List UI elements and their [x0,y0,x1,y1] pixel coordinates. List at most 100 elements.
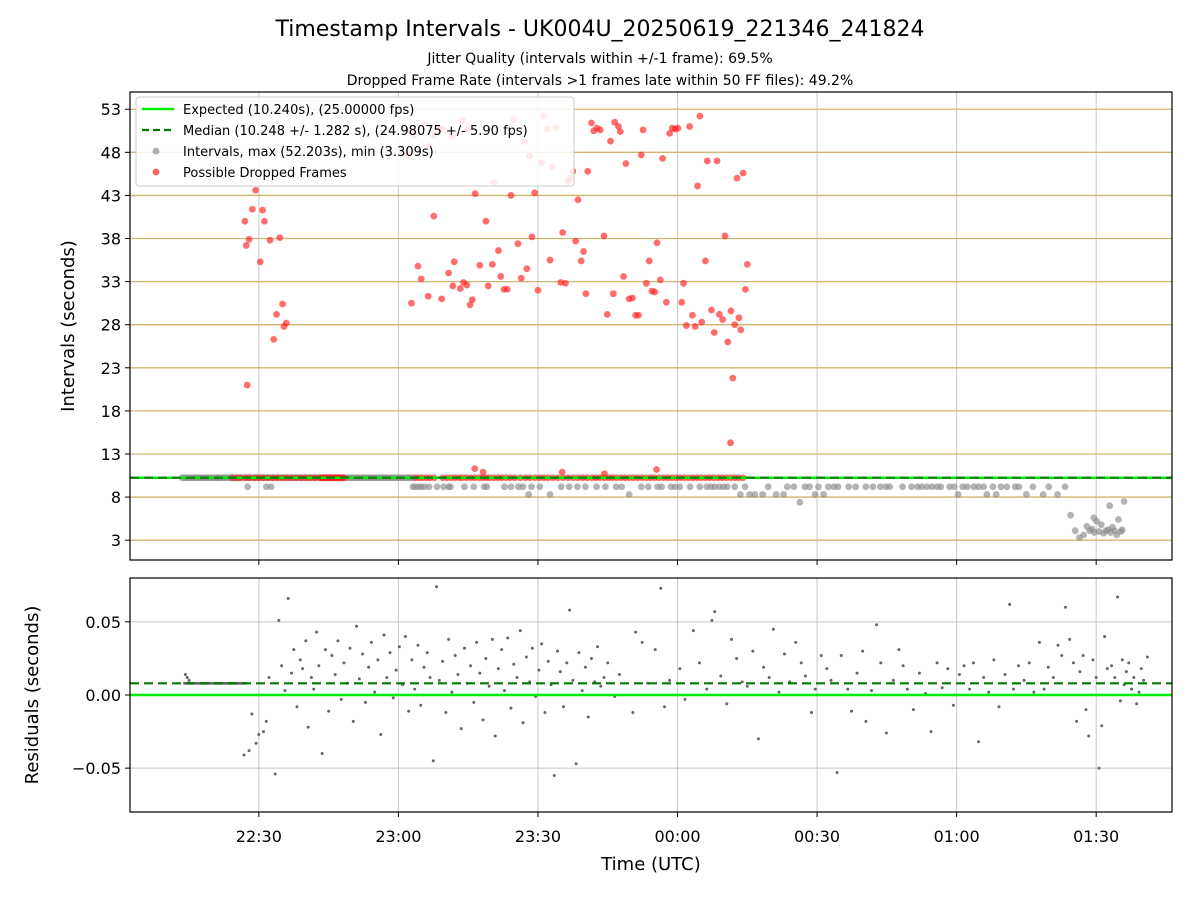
bottom-xtick-label: 00:30 [794,827,840,846]
residual-point [586,715,590,719]
legend-entry-label: Expected (10.240s), (25.00000 fps) [183,103,414,118]
top-ytick-label: 38 [101,230,121,249]
residual-point [659,586,663,590]
interval-point [612,483,620,491]
residual-point [435,585,439,589]
residual-point [1003,673,1007,677]
residual-point [935,661,939,665]
residual-point [1027,661,1031,665]
dropped-frame-point [703,157,711,165]
interval-point [501,483,508,491]
residual-point [905,687,909,691]
residual-point [500,648,504,652]
interval-point [1080,531,1088,539]
dropped-frame-point [584,167,592,175]
interval-point [741,483,749,491]
residual-point [295,705,299,709]
dropped-frame-point [645,257,653,265]
residual-point [987,690,991,694]
interval-point [869,483,877,491]
dropped-frame-point [659,154,667,162]
dropped-frame-point [582,290,590,298]
residual-point [367,665,371,669]
interval-point [1054,491,1061,498]
residual-point [540,642,544,646]
dropped-frame-point [616,128,624,136]
residual-point [478,671,482,675]
residual-point [697,661,701,665]
dropped-frame-point [698,318,706,326]
dropped-frame-point [424,292,432,300]
dropped-frame-point [620,273,627,280]
residual-point [678,667,682,671]
residual-point [1063,605,1067,609]
residual-point [1100,724,1104,728]
residual-point [369,640,373,644]
dropped-frame-point [417,275,425,283]
dropped-frame-point [242,242,250,249]
residual-point [596,645,600,649]
dropped-frame-point [653,239,661,247]
interval-point [772,491,780,498]
interval-point [801,483,809,491]
top-ytick-label: 28 [101,316,121,335]
residual-point [1127,661,1131,665]
residual-point [277,618,281,622]
residual-point [1105,667,1109,671]
legend: Expected (10.240s), (25.00000 fps) Median… [135,96,575,187]
residual-point [475,640,479,644]
residual-point [1008,602,1012,606]
interval-point [593,483,600,491]
residual-point [1137,690,1141,694]
residual-point [1142,678,1146,682]
residual-point [1016,664,1020,668]
dropped-frame-point [279,300,286,308]
residual-point [668,678,672,682]
interval-point [461,483,468,491]
dropped-frame-point [558,468,566,476]
residual-point [1060,654,1064,658]
residual-point [437,678,441,682]
interval-point [751,491,759,498]
dropped-frame-point [637,151,645,159]
residual-point [502,689,506,693]
residual-point [416,643,420,647]
residual-point [304,639,308,643]
residual-point [803,674,807,678]
interval-point [565,483,573,491]
dropped-frame-point [273,310,280,318]
interval-point [1039,491,1047,498]
residual-point [589,656,593,660]
residual-point [617,673,621,677]
residual-point [864,719,868,723]
residual-point [361,652,365,656]
residual-point [379,732,383,736]
dropped-frame-point [408,299,415,307]
dropped-frame-point [507,192,515,199]
residual-point [1116,595,1120,599]
residual-point [875,623,879,627]
residual-point [292,648,296,652]
dropped-frame-point [719,316,727,323]
residual-point [997,705,1001,709]
residual-point [897,648,901,652]
residual-point [441,659,445,663]
residual-point [683,697,687,701]
dropped-frame-point [603,310,611,318]
dropped-frame-point [653,466,660,473]
interval-point [834,483,842,491]
dropped-frame-point [727,439,734,447]
residual-point [971,661,975,665]
residual-point [1120,658,1124,662]
residual-point [634,630,638,634]
bottom-ytick-label: 0.05 [85,613,121,632]
residual-point [453,654,457,658]
interval-point [483,483,491,491]
legend-entry-label: Intervals, max (52.203s), min (3.309s) [183,145,434,160]
top-ytick-label: 23 [101,359,121,378]
interval-point [815,483,822,491]
residual-point [333,673,337,677]
residual-point [312,687,316,691]
residual-point [357,677,361,681]
residual-point [1084,708,1088,712]
